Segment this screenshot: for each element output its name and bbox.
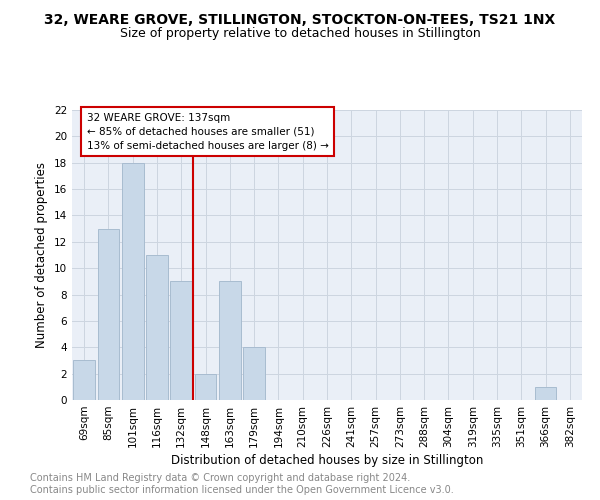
Text: 32, WEARE GROVE, STILLINGTON, STOCKTON-ON-TEES, TS21 1NX: 32, WEARE GROVE, STILLINGTON, STOCKTON-O… bbox=[44, 12, 556, 26]
Bar bbox=[170, 282, 192, 400]
Bar bbox=[535, 387, 556, 400]
Bar bbox=[146, 255, 168, 400]
Bar bbox=[97, 228, 119, 400]
Bar bbox=[194, 374, 217, 400]
Text: Contains HM Land Registry data © Crown copyright and database right 2024.
Contai: Contains HM Land Registry data © Crown c… bbox=[30, 474, 454, 495]
Y-axis label: Number of detached properties: Number of detached properties bbox=[35, 162, 49, 348]
Text: 32 WEARE GROVE: 137sqm
← 85% of detached houses are smaller (51)
13% of semi-det: 32 WEARE GROVE: 137sqm ← 85% of detached… bbox=[86, 112, 328, 150]
Bar bbox=[73, 360, 95, 400]
Bar bbox=[122, 162, 143, 400]
Text: Size of property relative to detached houses in Stillington: Size of property relative to detached ho… bbox=[119, 28, 481, 40]
X-axis label: Distribution of detached houses by size in Stillington: Distribution of detached houses by size … bbox=[171, 454, 483, 467]
Bar bbox=[219, 282, 241, 400]
Bar bbox=[243, 348, 265, 400]
